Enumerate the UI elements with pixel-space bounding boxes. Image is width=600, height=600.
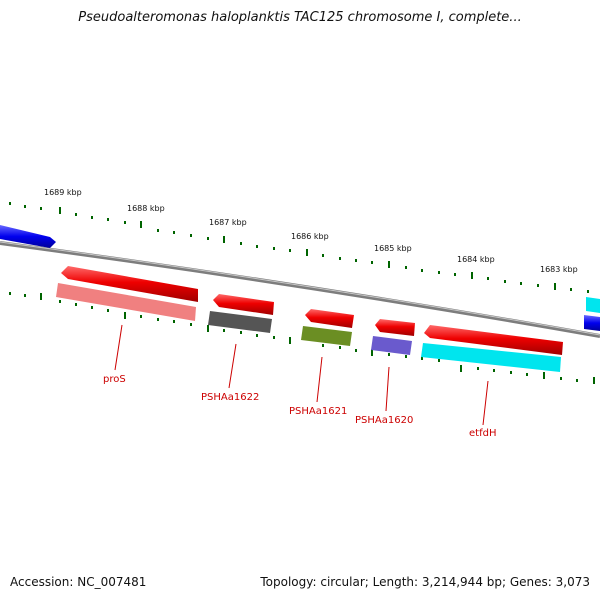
kbp-label-1686: 1686 kbp	[291, 232, 329, 241]
right-cyan-feature[interactable]	[586, 297, 600, 313]
PSHAa1621-cds-arrow[interactable]	[305, 309, 354, 328]
left-blue-feature[interactable]	[0, 225, 56, 248]
gene-label-PSHAa1620[interactable]: PSHAa1620	[355, 415, 413, 426]
kbp-label-1688: 1688 kbp	[127, 204, 165, 213]
kbp-label-1684: 1684 kbp	[457, 255, 495, 264]
gene-label-proS[interactable]: proS	[103, 374, 126, 385]
kbp-label-1687: 1687 kbp	[209, 218, 247, 227]
right-blue-feature[interactable]	[584, 315, 600, 331]
gene-label-etfdH[interactable]: etfdH	[469, 428, 496, 439]
inner-tick-row	[9, 292, 595, 384]
outer-tick-row	[9, 202, 589, 293]
proS-gene-bar[interactable]	[56, 283, 196, 321]
leader-lines	[114, 324, 489, 426]
gene-label-PSHAa1621[interactable]: PSHAa1621	[289, 406, 347, 417]
etfdH-gene-bar[interactable]	[421, 343, 561, 372]
gene-label-PSHAa1622[interactable]: PSHAa1622	[201, 392, 259, 403]
proS-cds-arrow[interactable]	[61, 266, 198, 302]
kbp-label-1689: 1689 kbp	[44, 188, 82, 197]
summary-text: Topology: circular; Length: 3,214,944 bp…	[260, 575, 590, 589]
PSHAa1620-cds-arrow[interactable]	[375, 319, 415, 336]
accession-text: Accession: NC_007481	[10, 575, 147, 589]
kbp-label-1685: 1685 kbp	[374, 244, 412, 253]
etfdH-cds-arrow[interactable]	[424, 325, 563, 355]
chromosome-backbone	[0, 241, 600, 338]
map-title: Pseudoalteromonas haloplanktis TAC125 ch…	[78, 10, 522, 25]
kbp-label-1683: 1683 kbp	[540, 265, 578, 274]
PSHAa1622-cds-arrow[interactable]	[213, 294, 274, 315]
PSHAa1620-gene-bar[interactable]	[371, 336, 412, 355]
PSHAa1621-gene-bar[interactable]	[301, 326, 352, 346]
PSHAa1622-gene-bar[interactable]	[208, 311, 272, 333]
